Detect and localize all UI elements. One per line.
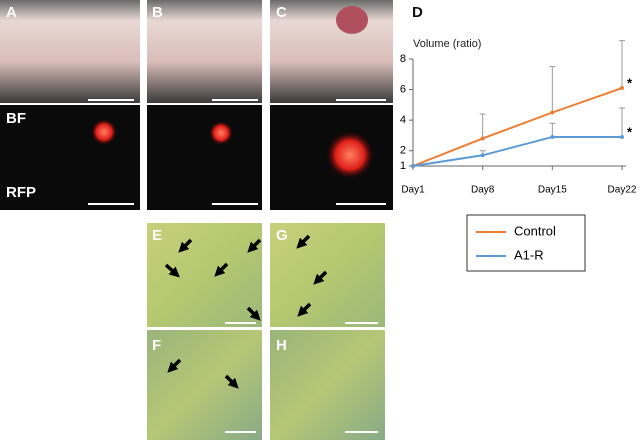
y-tick-label: 8	[400, 53, 406, 65]
y-tick-label: 4	[400, 114, 406, 126]
panel-label: E	[152, 227, 162, 244]
panel-label: A	[6, 4, 17, 21]
series-line	[412, 87, 623, 167]
x-tick-label: Day22	[608, 185, 637, 196]
data-point	[620, 86, 624, 91]
photo-panels	[0, 0, 393, 440]
x-tick-label: Day8	[471, 185, 495, 196]
row-label: BF	[6, 110, 26, 127]
data-point	[411, 164, 415, 168]
y-tick-label: 2	[400, 145, 406, 157]
y-tick-label: 1	[400, 160, 406, 172]
annotation: *	[627, 75, 633, 90]
data-point	[550, 134, 555, 139]
panel-label: C	[276, 4, 287, 21]
panel-label: H	[276, 337, 287, 354]
panel-label: F	[152, 337, 161, 354]
panel-label: G	[276, 227, 288, 244]
series-line	[412, 135, 622, 167]
y-tick-label: 6	[400, 83, 406, 95]
data-point	[620, 134, 624, 139]
row-label: RFP	[6, 184, 36, 201]
data-point	[480, 153, 485, 158]
data-point	[550, 110, 555, 115]
x-tick-label: Day1	[401, 185, 425, 196]
legend-label: A1-R	[514, 247, 544, 262]
x-tick-label: Day15	[538, 185, 567, 196]
line-chart: Volume (ratio) 1 2 4 6 8 Day1 Day8 Day15 Day22 * *…	[400, 38, 637, 272]
legend-box	[466, 214, 586, 272]
panel-label: B	[152, 4, 163, 21]
data-point	[480, 136, 485, 141]
annotation: *	[627, 124, 633, 139]
legend-label: Control	[514, 223, 556, 238]
y-axis-label: Volume (ratio)	[413, 38, 481, 50]
panel-label: D	[412, 4, 423, 21]
